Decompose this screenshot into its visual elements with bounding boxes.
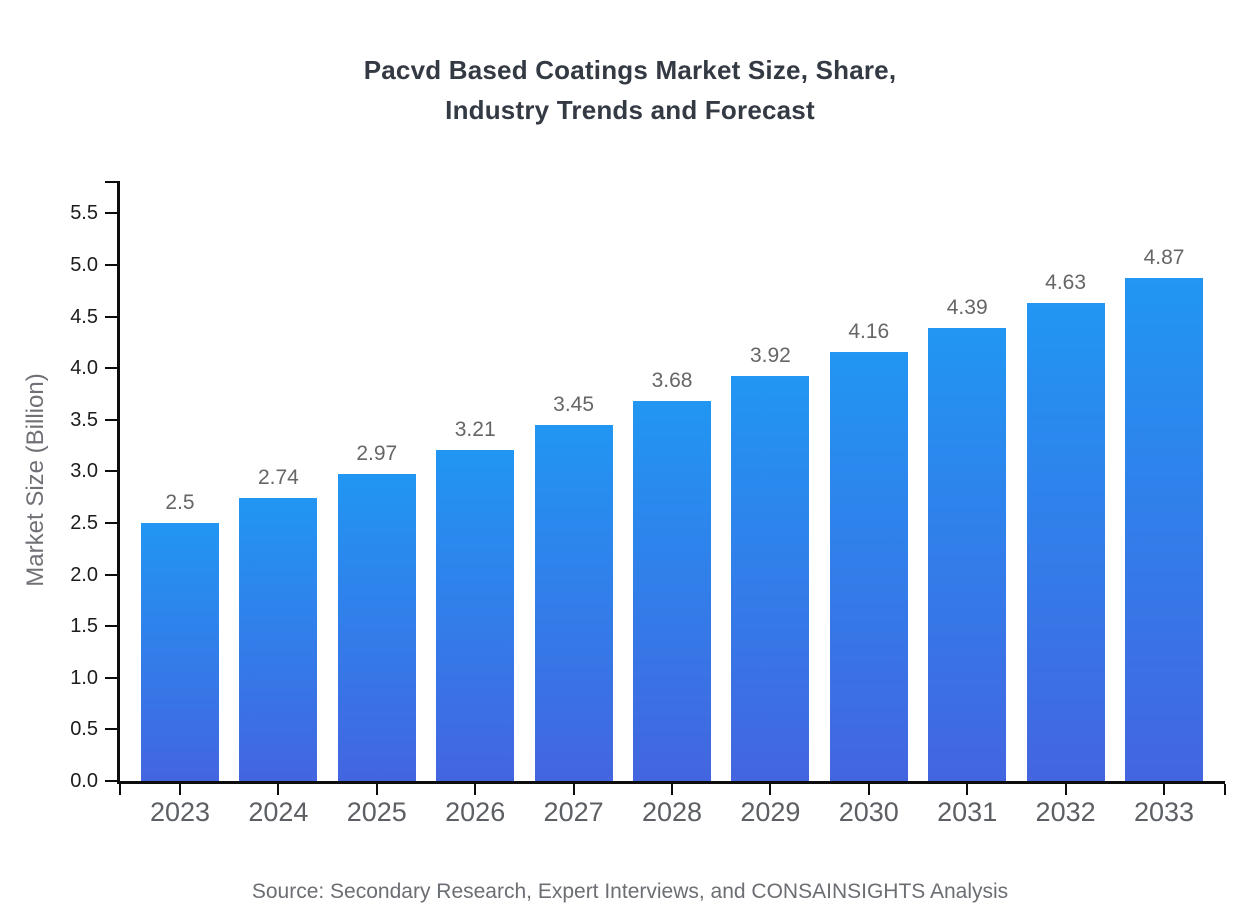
y-tick-mark — [105, 573, 117, 576]
y-tick-mark — [105, 522, 117, 524]
bar-2031 — [928, 328, 1007, 781]
x-tick-label: 2030 — [838, 797, 899, 827]
y-tick-mark — [105, 780, 117, 782]
bar-value-label: 2.97 — [356, 442, 398, 465]
x-tick-label: 2026 — [445, 797, 506, 827]
x-tick-mark — [769, 784, 772, 795]
x-tick-mark — [671, 784, 673, 795]
x-tick-label: 2027 — [543, 797, 604, 827]
y-tick-mark — [105, 367, 117, 370]
bar-2030 — [829, 352, 908, 781]
y-tick-mark — [105, 418, 117, 421]
chart-title-line1: Pacvd Based Coatings Market Size, Share, — [363, 55, 897, 85]
bar-value-label: 3.21 — [454, 418, 496, 441]
y-tick-mark — [105, 676, 117, 679]
bar-2029 — [731, 376, 810, 781]
y-tick-mark — [105, 728, 117, 731]
y-tick-label: 4.0 — [70, 357, 98, 380]
y-tick-label: 5.0 — [70, 254, 98, 276]
x-axis-end-tick — [1224, 784, 1226, 795]
source-note: Source: Secondary Research, Expert Inter… — [251, 880, 1009, 903]
x-tick-mark — [1163, 784, 1165, 795]
bar-2033 — [1125, 278, 1203, 781]
y-axis-end-tick — [105, 181, 117, 183]
x-tick-label: 2029 — [740, 797, 801, 827]
bar-value-label: 3.68 — [651, 369, 693, 392]
bar-value-label: 3.92 — [749, 344, 791, 367]
y-tick-label: 1.5 — [70, 615, 98, 638]
x-tick-label: 2023 — [149, 797, 211, 827]
y-tick-label: 4.5 — [70, 305, 98, 328]
y-tick-mark — [105, 315, 117, 318]
x-tick-mark — [179, 784, 181, 795]
y-tick-mark — [105, 625, 117, 628]
bar-2032 — [1026, 303, 1105, 781]
plot-area: 0.0 0.5 1.0 1.5 2.0 2.5 3.0 3.5 4.0 4.5 5.0 5.5 2.5 2… — [70, 181, 1226, 827]
bar-value-label: 4.63 — [1045, 271, 1087, 294]
bar-2027 — [534, 425, 613, 781]
bar-2025 — [337, 474, 416, 781]
x-tick-mark — [474, 784, 477, 795]
y-tick-label: 0.0 — [70, 770, 98, 792]
y-tick-mark — [105, 470, 117, 473]
bar-value-label: 2.74 — [257, 466, 299, 489]
x-tick-label: 2025 — [346, 797, 407, 827]
y-tick-label: 3.5 — [70, 408, 98, 431]
bar-value-label: 2.5 — [165, 491, 195, 514]
x-tick-mark — [277, 784, 280, 795]
bar-value-label: 4.39 — [946, 296, 988, 319]
bar-value-label: 4.87 — [1143, 246, 1185, 269]
x-tick-label: 2031 — [937, 797, 998, 827]
y-tick-label: 2.5 — [70, 512, 98, 534]
x-tick-label: 2033 — [1133, 797, 1195, 827]
chart-title-line2: Industry Trends and Forecast — [445, 95, 815, 125]
y-tick-label: 2.0 — [70, 563, 98, 586]
x-tick-mark — [375, 784, 378, 795]
x-axis-end-tick — [119, 784, 121, 795]
y-tick-mark — [105, 264, 117, 266]
x-tick-mark — [572, 784, 575, 795]
y-tick-mark — [105, 212, 117, 215]
y-tick-label: 5.5 — [70, 202, 98, 225]
bar-2023 — [141, 523, 219, 781]
bar-2024 — [239, 498, 318, 781]
y-tick-label: 0.5 — [70, 718, 98, 741]
x-tick-mark — [867, 784, 870, 795]
x-tick-label: 2024 — [248, 797, 309, 827]
x-tick-label: 2032 — [1035, 797, 1096, 827]
y-tick-label: 1.0 — [70, 666, 98, 689]
bar-value-label: 3.45 — [553, 393, 595, 416]
y-tick-label: 3.0 — [70, 460, 98, 483]
x-tick-mark — [966, 784, 969, 795]
x-tick-mark — [1064, 784, 1067, 795]
x-tick-label: 2028 — [641, 797, 703, 827]
bar-2026 — [436, 450, 515, 781]
bar-2028 — [633, 401, 711, 781]
chart-title: Pacvd Based Coatings Market Size, Share,… — [0, 50, 1260, 130]
bar-value-label: 4.16 — [848, 320, 890, 343]
